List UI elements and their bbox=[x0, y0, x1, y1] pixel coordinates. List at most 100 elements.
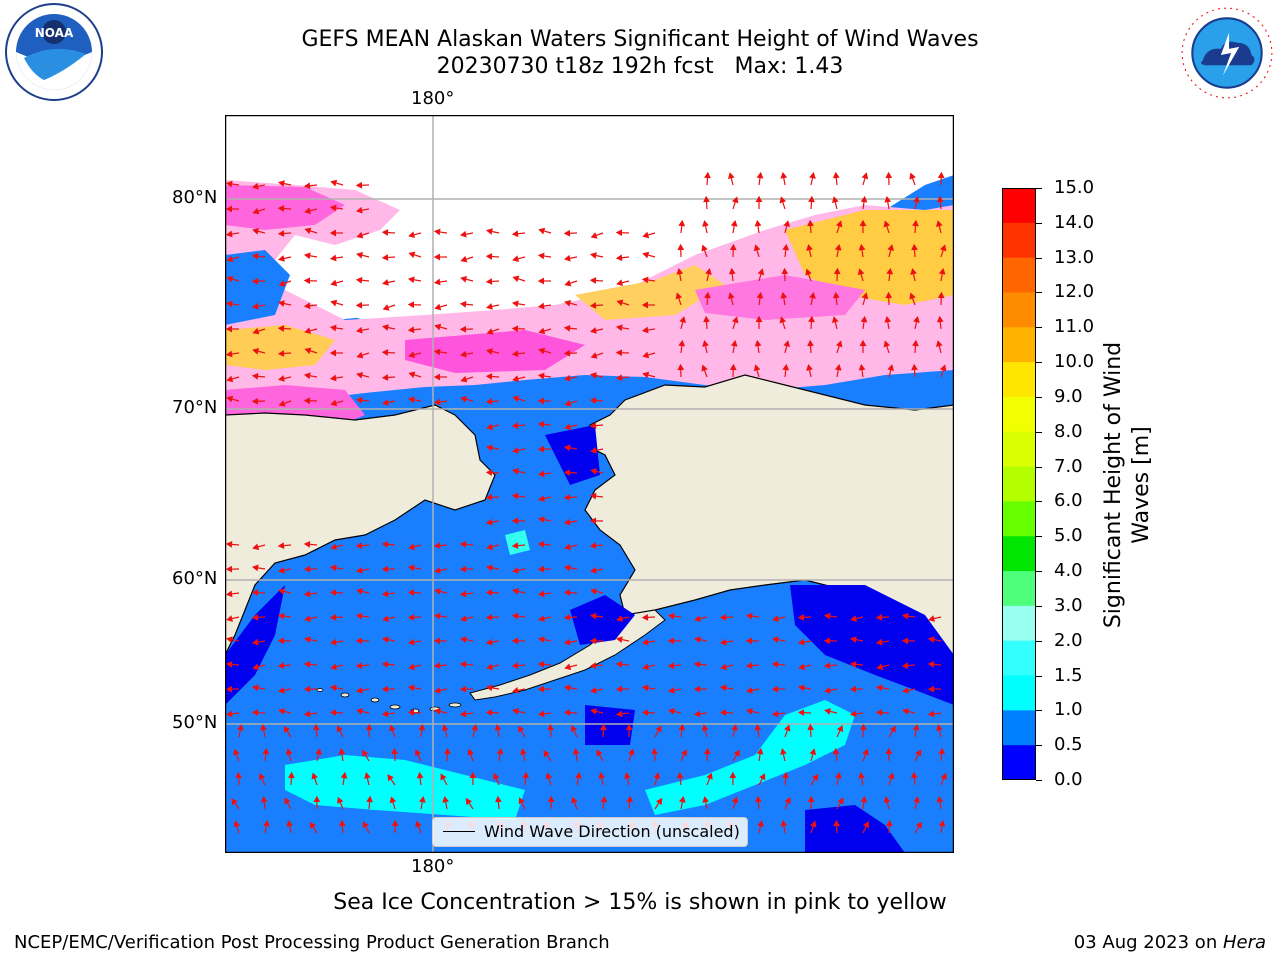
wave-direction-arrowhead bbox=[538, 327, 546, 335]
wave-direction-arrowhead bbox=[884, 315, 892, 323]
wave-direction-arrowhead bbox=[590, 232, 598, 239]
colorbar-band bbox=[1002, 675, 1036, 711]
colorbar-tick-label: 8.0 bbox=[1054, 420, 1083, 442]
wave-direction-arrowhead bbox=[391, 819, 399, 827]
wave-direction-arrowhead bbox=[251, 709, 259, 717]
wave-direction-arrowhead bbox=[511, 350, 519, 358]
wave-direction-arrowhead bbox=[433, 348, 441, 356]
wave-direction-arrowhead bbox=[835, 220, 843, 228]
wave-direction-arrowhead bbox=[512, 588, 519, 595]
wave-direction-arrowhead bbox=[407, 709, 415, 717]
wave-direction-arrowhead bbox=[753, 364, 761, 372]
wave-direction-arrowhead bbox=[340, 771, 348, 779]
wave-direction-arrowhead bbox=[589, 446, 597, 454]
wave-direction-arrowhead bbox=[901, 612, 909, 620]
wave-direction-arrowhead bbox=[677, 363, 685, 371]
wave-direction-arrowhead bbox=[784, 796, 791, 804]
wave-direction-arrowhead bbox=[486, 328, 494, 335]
wave-direction-arrowhead bbox=[543, 750, 550, 758]
wave-direction-arrowhead bbox=[807, 219, 814, 227]
wave-direction-arrowhead bbox=[356, 588, 363, 595]
wave-direction-arrowhead bbox=[537, 516, 545, 524]
wave-direction-arrowhead bbox=[667, 662, 675, 670]
colorbar-band bbox=[1002, 466, 1036, 502]
wave-direction-arrowhead bbox=[807, 795, 815, 803]
wave-direction-arrowhead bbox=[459, 565, 467, 573]
wave-direction-arrowhead bbox=[779, 196, 787, 204]
wave-direction-arrowhead bbox=[512, 255, 520, 263]
wave-direction-arrowhead bbox=[235, 771, 243, 779]
wave-direction-arrowhead bbox=[704, 171, 711, 179]
wave-direction-arrowhead bbox=[434, 708, 441, 715]
wave-direction-arrowhead bbox=[809, 292, 816, 299]
wave-direction-arrowhead bbox=[563, 638, 571, 646]
wave-direction-arrowhead bbox=[407, 589, 415, 597]
wave-direction-arrowhead bbox=[564, 423, 572, 431]
wave-direction-arrowhead bbox=[675, 292, 683, 300]
wave-direction-arrowhead bbox=[486, 423, 494, 431]
wave-direction-arrowhead bbox=[362, 749, 369, 757]
wave-direction-arrowhead bbox=[511, 300, 519, 308]
wave-direction-arrowhead bbox=[703, 315, 710, 323]
wave-direction-arrowhead bbox=[329, 349, 336, 357]
wave-direction-arrowhead bbox=[315, 748, 322, 755]
wave-direction-arrowhead bbox=[329, 254, 337, 262]
wave-direction-arrowhead bbox=[757, 820, 764, 827]
wave-direction-arrowhead bbox=[756, 747, 764, 755]
wave-direction-arrowhead bbox=[471, 724, 478, 731]
wave-direction-arrowhead bbox=[615, 685, 623, 693]
wave-direction-arrowhead bbox=[547, 795, 555, 803]
wave-direction-arrowhead bbox=[927, 710, 935, 718]
wave-direction-arrowhead bbox=[625, 723, 633, 731]
wave-direction-arrowhead bbox=[615, 324, 623, 332]
wave-direction-arrowhead bbox=[678, 795, 686, 803]
wave-direction-arrowhead bbox=[537, 372, 545, 380]
wave-direction-arrowhead bbox=[807, 723, 815, 731]
wave-direction-arrowhead bbox=[849, 710, 857, 718]
footer-date: 03 Aug 2023 on Hera bbox=[1074, 932, 1266, 953]
wave-direction-arrowhead bbox=[389, 796, 397, 804]
colorbar-tick-label: 3.0 bbox=[1054, 594, 1083, 616]
wave-direction-arrowhead bbox=[886, 267, 894, 275]
lat-label-50: 50°N bbox=[172, 712, 218, 733]
wave-direction-arrowhead bbox=[831, 316, 839, 324]
wave-direction-arrowhead bbox=[433, 398, 441, 406]
wave-direction-arrowhead bbox=[641, 326, 649, 334]
colorbar-tick-mark bbox=[1036, 571, 1042, 573]
wave-direction-arrowhead bbox=[304, 347, 312, 355]
wave-direction-arrowhead bbox=[693, 636, 701, 644]
wave-direction-arrowhead bbox=[278, 280, 286, 287]
wave-direction-arrowhead bbox=[703, 747, 711, 755]
wave-direction-arrowhead bbox=[356, 351, 364, 359]
wave-direction-arrowhead bbox=[745, 612, 753, 620]
wave-direction-arrowhead bbox=[729, 243, 737, 251]
wave-direction-arrowhead bbox=[624, 772, 631, 779]
wave-direction-arrowhead bbox=[805, 268, 812, 276]
wave-direction-arrowhead bbox=[537, 540, 545, 548]
wave-direction-arrowhead bbox=[809, 172, 816, 179]
wave-direction-arrowhead bbox=[616, 299, 624, 307]
wave-direction-arrowhead bbox=[278, 255, 285, 262]
wave-direction-arrowhead bbox=[512, 468, 519, 475]
wave-direction-arrowhead bbox=[252, 207, 260, 215]
wave-direction-arrowhead bbox=[440, 773, 447, 781]
wave-direction-arrowhead bbox=[443, 747, 451, 755]
wave-direction-arrowhead bbox=[806, 244, 813, 251]
wave-direction-arrowhead bbox=[913, 196, 920, 203]
wave-direction-arrowhead bbox=[563, 349, 571, 357]
wave-direction-arrowhead bbox=[433, 637, 441, 645]
wave-direction-arrowhead bbox=[667, 637, 675, 645]
wave-direction-arrowhead bbox=[362, 821, 369, 829]
colorbar-band bbox=[1002, 605, 1036, 642]
wave-direction-arrowhead bbox=[938, 747, 946, 755]
colorbar-band bbox=[1002, 710, 1036, 746]
wave-direction-arrowhead bbox=[486, 303, 493, 310]
wave-direction-arrowhead bbox=[520, 748, 527, 755]
wave-direction-arrowhead bbox=[564, 279, 572, 287]
wave-direction-arrowhead bbox=[615, 229, 623, 237]
wave-direction-arrowhead bbox=[537, 420, 545, 428]
wave-direction-arrowhead bbox=[780, 748, 787, 755]
wave-direction-arrowhead bbox=[303, 372, 311, 380]
wave-direction-arrowhead bbox=[563, 254, 571, 262]
wave-direction-arrowhead bbox=[537, 397, 544, 405]
